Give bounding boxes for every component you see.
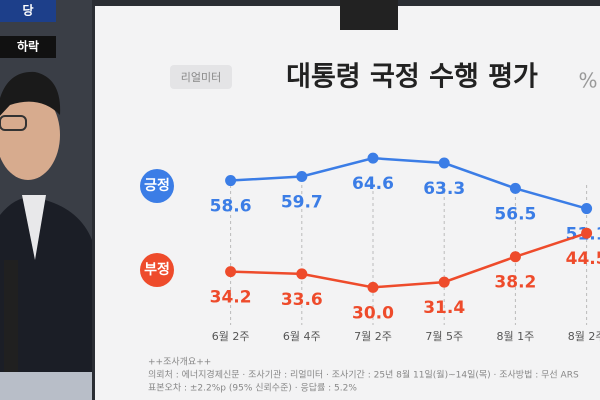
value-label: 58.6 xyxy=(210,197,252,217)
face xyxy=(0,90,60,180)
x-tick-label: 6월 4주 xyxy=(283,330,321,343)
side-tag-box xyxy=(0,0,56,22)
microphone xyxy=(4,260,18,400)
point xyxy=(225,175,237,187)
hair xyxy=(0,71,61,116)
point xyxy=(367,281,379,293)
point xyxy=(367,152,379,164)
value-label: 34.2 xyxy=(210,288,252,308)
point xyxy=(296,268,308,280)
footnote: ++조사개요++ xyxy=(148,357,211,368)
value-label: 44.5 xyxy=(566,249,600,269)
value-label: 56.5 xyxy=(494,204,536,224)
side-caption: 하락 xyxy=(17,39,39,54)
point xyxy=(438,276,450,288)
value-label: 30.0 xyxy=(352,303,394,323)
footnote: 의뢰처 : 에너지경제신문 · 조사기관 : 리얼미터 · 조사기간 : 25년… xyxy=(148,369,579,381)
point xyxy=(509,251,521,263)
x-tick-label: 8월 2주 xyxy=(568,330,600,343)
value-label: 31.4 xyxy=(423,298,465,318)
x-tick-label: 7월 5주 xyxy=(425,330,463,343)
point xyxy=(225,266,237,278)
value-label: 33.6 xyxy=(281,290,323,310)
glasses xyxy=(0,115,27,131)
footnote: 표본오차 : ±2.2%p (95% 신뢰수준) · 응답률 : 5.2% xyxy=(148,382,357,394)
suit xyxy=(0,197,92,400)
value-label: 38.2 xyxy=(494,273,536,293)
series-badge xyxy=(140,169,174,203)
legend-label: 긍정 xyxy=(144,177,170,194)
line xyxy=(230,156,587,210)
shirt xyxy=(22,195,46,260)
legend-label: 부정 xyxy=(144,261,170,278)
logo: 리얼미터 xyxy=(181,70,221,84)
point xyxy=(581,203,593,215)
side-tag: 당 xyxy=(22,3,33,18)
chart-title: 대통령 국정 수행 평가 xyxy=(286,62,538,93)
line xyxy=(230,232,587,289)
podium xyxy=(0,372,92,400)
side-caption-box xyxy=(0,36,56,58)
value-label: 63.3 xyxy=(423,179,465,199)
clip xyxy=(340,0,398,30)
point xyxy=(296,170,308,182)
footnotes: ++조사개요++의뢰처 : 에너지경제신문 · 조사기관 : 리얼미터 · 조사… xyxy=(148,357,579,394)
series-badge xyxy=(140,253,174,287)
plot: 6월 2주 6월 4주 7월 2주 7월 5주 8월 1주 8월 2주 긍정 58.6 59.7… xyxy=(140,152,600,343)
value-label: 59.7 xyxy=(281,192,323,212)
x-tick-label: 7월 2주 xyxy=(354,330,392,343)
point xyxy=(509,182,521,194)
x-tick-label: 8월 1주 xyxy=(497,330,535,343)
logo-box xyxy=(170,65,232,89)
point xyxy=(438,157,450,169)
x-tick-label: 6월 2주 xyxy=(212,330,250,343)
point xyxy=(581,227,593,239)
value-label: 64.6 xyxy=(352,174,394,194)
unit: % xyxy=(578,69,597,93)
